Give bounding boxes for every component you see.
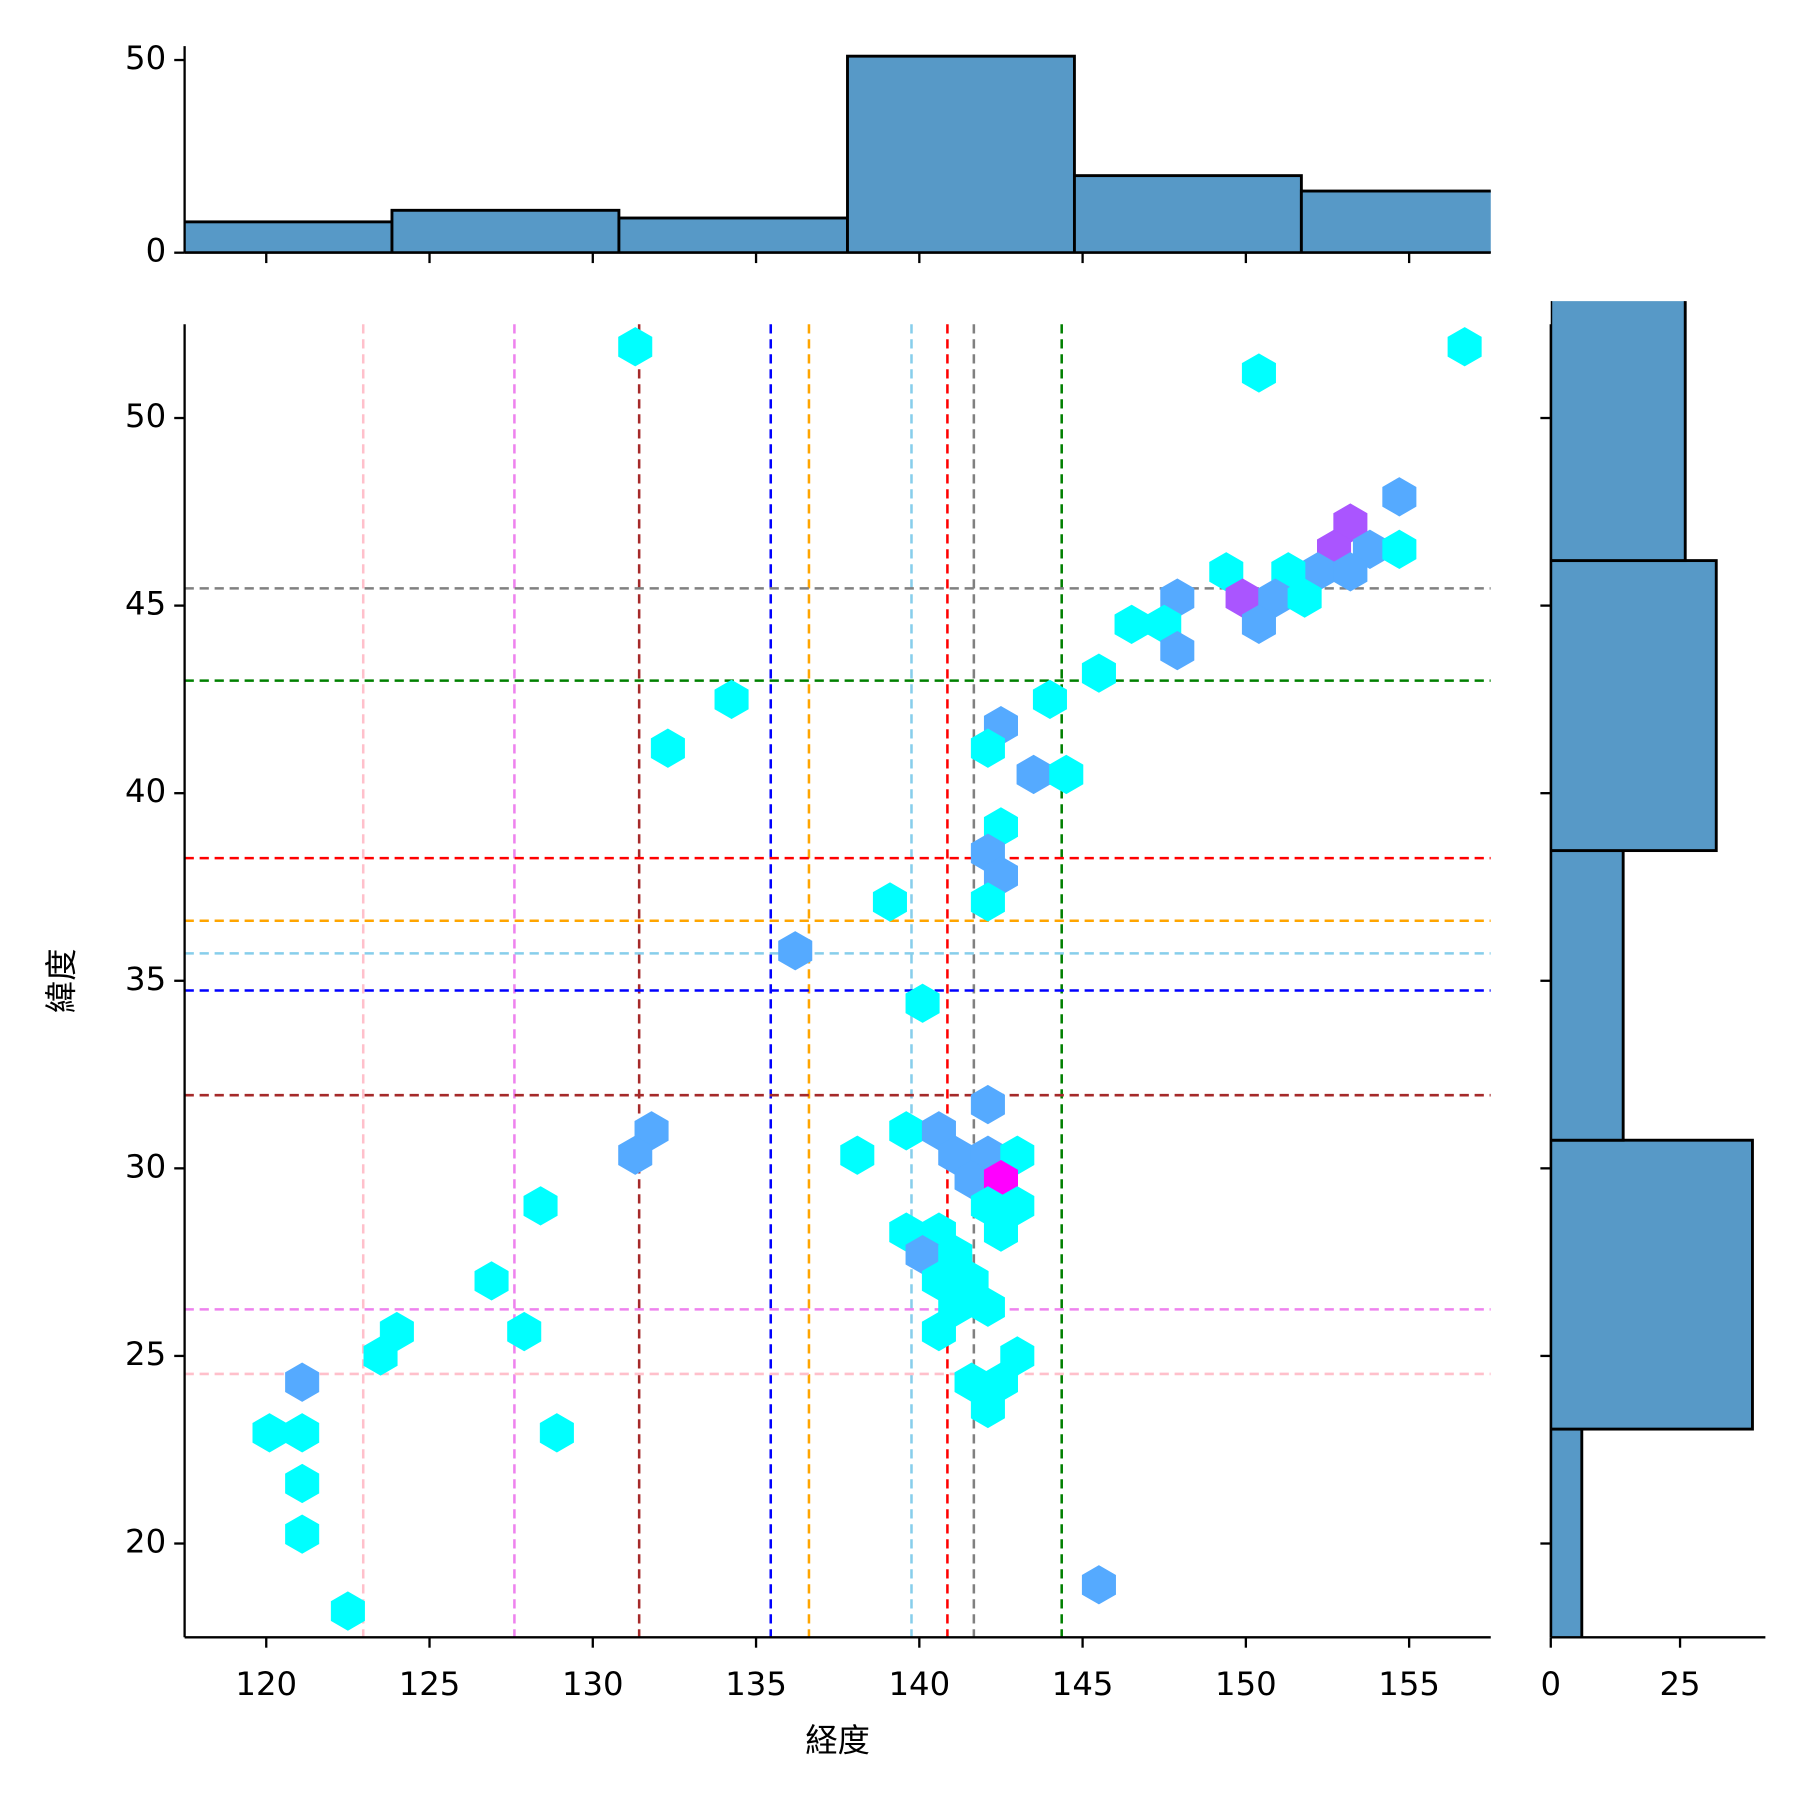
hexbin-cell (618, 1135, 653, 1175)
y-tick-label: 20 (125, 1523, 166, 1561)
x-tick-label: 125 (399, 1665, 461, 1703)
y-tick-label: 50 (125, 397, 166, 435)
hexbin-cell (970, 1084, 1005, 1125)
y-axis-label: 緯度 (42, 948, 80, 1013)
hexbin-cell (889, 1111, 924, 1151)
hexbin-cell (1241, 353, 1276, 393)
histogram-bar (1550, 559, 1718, 853)
hexbin-cell (714, 679, 749, 720)
hexbin-cell (970, 728, 1005, 768)
hexbin-cell (1032, 679, 1067, 720)
hexbin-cell (1382, 477, 1417, 517)
x-tick-label: 130 (562, 1665, 624, 1703)
x-tick-label: 145 (1052, 1665, 1114, 1703)
hexbin-cell (285, 1362, 320, 1402)
hexbin-cell (330, 1591, 365, 1631)
histogram-bar (1299, 189, 1491, 253)
hexbin-cell (252, 1413, 287, 1453)
y-tick-label: 40 (125, 772, 166, 810)
hexbin-cell (285, 1514, 320, 1554)
x-axis-label: 経度 (805, 1721, 870, 1759)
histogram-bar (184, 220, 394, 253)
y-tick-label: 35 (125, 960, 166, 998)
hexbin-cell (872, 882, 907, 922)
hexbin-cell (1049, 754, 1084, 795)
hexbin-cell (1447, 327, 1482, 367)
hexbin-cell (1081, 653, 1116, 693)
y-tick-label: 45 (125, 585, 166, 623)
histogram-bar (1072, 174, 1303, 253)
hexbin-cell (474, 1261, 509, 1301)
hexbin-cell (285, 1463, 320, 1504)
hexbin-cell (1287, 578, 1322, 618)
hexbin-cell (1333, 552, 1368, 592)
hexbin-cell (840, 1135, 875, 1175)
plot-area (184, 54, 1491, 253)
x-tick-label: 120 (235, 1665, 297, 1703)
histogram-bar (1550, 301, 1687, 563)
hexbin-cell (905, 983, 940, 1023)
hexbin-cell (650, 728, 685, 768)
histogram-bar (1550, 1138, 1754, 1431)
hexbin-cell (1382, 529, 1417, 569)
y-tick-label: 0 (146, 232, 167, 270)
y-tick-label: 30 (125, 1147, 166, 1185)
x-tick-label: 140 (888, 1665, 950, 1703)
hexbin-cell (618, 327, 653, 367)
hexbin-cell (1114, 604, 1149, 645)
histogram-bar (846, 54, 1076, 253)
hexbin-cell (970, 1287, 1005, 1327)
hexbin-cell (921, 1311, 956, 1352)
plot-area (1550, 301, 1754, 1638)
x-tick-label: 155 (1378, 1665, 1440, 1703)
x-tick-label: 135 (725, 1665, 787, 1703)
histogram-bar (1550, 849, 1625, 1142)
y-tick-label: 50 (125, 39, 166, 77)
x-tick-label: 25 (1660, 1665, 1701, 1703)
hexbin-cell (1081, 1565, 1116, 1605)
hexbin-cell (1241, 604, 1276, 645)
y-tick-label: 25 (125, 1335, 166, 1373)
hexbin-cell (523, 1186, 558, 1226)
hexbin-cell (507, 1311, 542, 1352)
histogram-bar (390, 208, 621, 253)
hexbin-cell (970, 882, 1005, 922)
hexbin-cell (1160, 630, 1195, 671)
plot-area (184, 324, 1491, 1638)
x-tick-label: 150 (1215, 1665, 1277, 1703)
histogram-bar (1550, 1427, 1584, 1638)
hexbin-cell (778, 931, 813, 971)
hexbin-cell (1016, 754, 1051, 795)
x-tick-label: 0 (1540, 1665, 1561, 1703)
hexbin-cell (970, 1388, 1005, 1429)
histogram-bar (617, 216, 849, 253)
hexbin-cell (539, 1413, 574, 1453)
hexbin-cell (363, 1336, 398, 1376)
hexbin-cell (983, 1212, 1018, 1252)
hexbin-cell (285, 1413, 320, 1453)
